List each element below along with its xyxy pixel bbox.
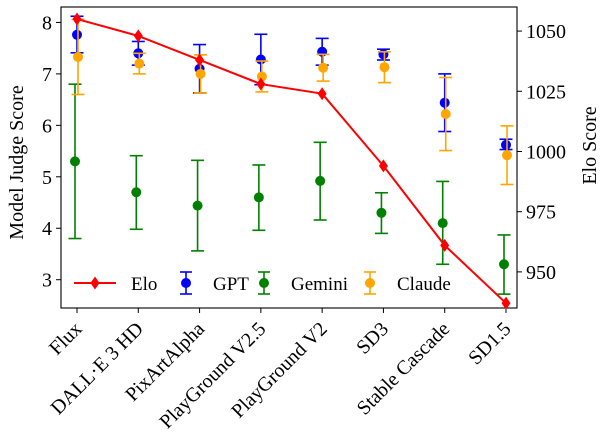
plot-frame [60, 6, 518, 309]
claude-point [73, 51, 83, 62]
right-tick-label: 975 [526, 202, 556, 224]
elo-point [501, 296, 511, 310]
elo-point [378, 159, 388, 173]
gpt-point [378, 49, 389, 60]
claude-point [195, 68, 206, 79]
series-claude [71, 18, 514, 186]
claude-point [379, 62, 390, 73]
elo-point [317, 87, 327, 101]
right-tick-label: 950 [526, 262, 556, 284]
x-tick-label: Flux [45, 318, 86, 359]
elo-point [195, 53, 205, 67]
gemini-point [376, 207, 387, 218]
legend-gemini-label: Gemini [291, 274, 348, 295]
legend-gpt-marker [181, 278, 191, 288]
left-tick-label: 5 [42, 167, 52, 189]
claude-point [256, 71, 267, 82]
gemini-point [499, 259, 509, 270]
gemini-point [131, 187, 142, 198]
left-tick-label: 4 [42, 218, 52, 240]
right-tick-label: 1025 [526, 81, 566, 103]
legend-gpt-label: GPT [213, 274, 249, 295]
gpt-point [72, 29, 82, 40]
legend-elo-marker [90, 276, 100, 290]
legend-claude-label: Claude [397, 274, 451, 295]
gpt-point [439, 97, 450, 108]
right-axis-title: Elo Score [579, 106, 601, 184]
elo-point [440, 238, 450, 252]
series-elo [72, 12, 511, 310]
gemini-point [70, 156, 80, 167]
claude-point [502, 150, 512, 161]
gemini-point [437, 218, 448, 229]
legend-gemini-marker [259, 278, 269, 288]
gemini-point [253, 192, 264, 203]
x-tick-label: SD3 [352, 318, 393, 359]
left-tick-label: 7 [42, 64, 52, 86]
right-tick-label: 1050 [526, 21, 566, 43]
gpt-point [255, 54, 266, 65]
x-tick-label: SD1.5 [464, 318, 515, 369]
gemini-point [192, 200, 203, 211]
series-gemini [68, 83, 511, 295]
left-tick-label: 8 [42, 12, 52, 34]
gpt-point [501, 139, 511, 150]
elo-line [76, 18, 507, 304]
claude-point [134, 58, 145, 69]
left-tick-label: 6 [42, 115, 52, 137]
left-tick-label: 3 [42, 270, 52, 292]
legend-elo-label: Elo [131, 274, 157, 295]
right-tick-label: 1000 [526, 141, 566, 163]
legend: Elo GPT Gemini Claude [74, 271, 451, 295]
legend-claude-marker [365, 278, 375, 288]
left-axis-title: Model Judge Score [6, 85, 28, 240]
elo-point [133, 29, 143, 43]
elo-point [72, 12, 82, 26]
claude-point [318, 62, 329, 73]
claude-point [440, 109, 451, 120]
gpt-point [317, 46, 328, 57]
elo-point [256, 77, 266, 91]
x-tick-label: PlayGround V2.5 [155, 318, 270, 433]
gemini-point [315, 175, 326, 186]
